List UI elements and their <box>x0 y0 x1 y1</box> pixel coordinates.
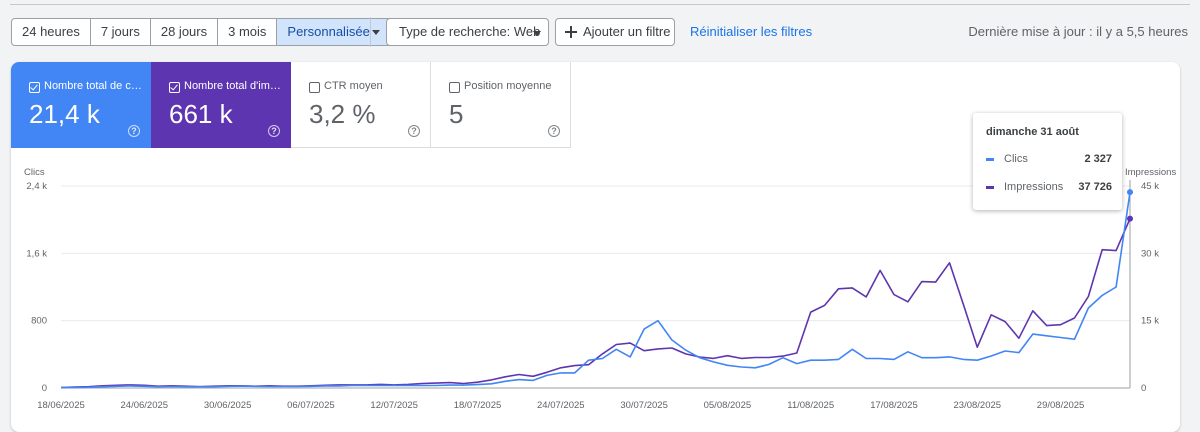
x-tick-label: 17/08/2025 <box>870 400 918 411</box>
range-custom[interactable]: Personnalisée <box>277 19 398 45</box>
tooltip-series-name: Impressions <box>1004 181 1064 193</box>
x-tick-label: 29/08/2025 <box>1037 400 1085 411</box>
toolbar-separator <box>370 17 371 47</box>
series-point-impressions <box>1127 215 1133 222</box>
checkbox-unchecked-icon <box>309 82 320 93</box>
performance-card: Nombre total de clics 21,4 k ? Nombre to… <box>11 62 1180 432</box>
last-update-text: Dernière mise à jour : il y a 5,5 heures <box>968 24 1188 39</box>
help-icon[interactable]: ? <box>128 125 140 137</box>
series-point-clics <box>1127 189 1133 196</box>
x-tick-label: 30/06/2025 <box>204 400 252 411</box>
tooltip-row-impressions: Impressions 37 726 <box>986 181 1112 195</box>
x-tick-label: 18/07/2025 <box>454 400 502 411</box>
x-tick-label: 12/07/2025 <box>370 400 418 411</box>
chart-tooltip: dimanche 31 août Clics 2 327 Impressions… <box>973 113 1122 210</box>
tooltip-series-value: 2 327 <box>1084 153 1112 165</box>
checkbox-unchecked-icon <box>449 82 460 93</box>
legend-swatch <box>986 186 994 189</box>
x-tick-label: 05/08/2025 <box>704 400 752 411</box>
add-filter-button[interactable]: Ajouter un filtre <box>555 18 675 46</box>
tooltip-title: dimanche 31 août <box>986 126 1079 138</box>
x-tick-label: 24/07/2025 <box>537 400 585 411</box>
range-3m[interactable]: 3 mois <box>218 19 278 45</box>
caret-down-icon <box>372 30 381 35</box>
y-left-axis-label: Clics <box>24 167 45 178</box>
series-line-impressions <box>60 218 1131 389</box>
x-tick-label: 24/06/2025 <box>121 400 169 411</box>
checkbox-checked-icon <box>29 82 40 93</box>
search-type-label: Type de recherche: Web <box>399 24 541 39</box>
metric-value: 3,2 % <box>309 99 376 129</box>
tooltip-row-clicks: Clics 2 327 <box>986 153 1112 167</box>
range-custom-label: Personnalisée <box>287 24 370 39</box>
checkbox-checked-icon <box>169 82 180 93</box>
x-tick-label: 30/07/2025 <box>620 400 668 411</box>
y-left-tick-label: 800 <box>31 316 47 327</box>
y-right-tick-label: 45 k <box>1141 181 1159 192</box>
tooltip-series-name: Clics <box>1004 153 1028 165</box>
y-right-tick-label: 15 k <box>1141 316 1159 327</box>
reset-filters-link[interactable]: Réinitialiser les filtres <box>690 24 813 39</box>
range-28d[interactable]: 28 jours <box>151 19 219 45</box>
x-tick-label: 11/08/2025 <box>787 400 834 411</box>
plus-icon <box>565 26 577 38</box>
range-7d[interactable]: 7 jours <box>91 19 151 45</box>
filter-toolbar: 24 heures 7 jours 28 jours 3 mois Person… <box>0 17 1200 47</box>
x-tick-label: 06/07/2025 <box>287 400 335 411</box>
legend-swatch <box>986 158 994 161</box>
metric-tile-impressions[interactable]: Nombre total d'impressions 661 k ? <box>151 62 291 148</box>
metric-value: 661 k <box>169 99 233 129</box>
x-tick-label: 23/08/2025 <box>954 400 1002 411</box>
add-filter-label: Ajouter un filtre <box>583 24 671 39</box>
metric-tiles: Nombre total de clics 21,4 k ? Nombre to… <box>11 62 571 148</box>
series-line-clics <box>61 191 1131 389</box>
metric-tile-clicks[interactable]: Nombre total de clics 21,4 k ? <box>11 62 151 148</box>
search-type-dropdown[interactable]: Type de recherche: Web <box>386 18 549 46</box>
y-left-tick-label: 1,6 k <box>26 248 47 259</box>
x-tick-label: 18/06/2025 <box>37 400 85 411</box>
metric-tile-position[interactable]: Position moyenne 5 ? <box>431 62 571 148</box>
date-range-selector: 24 heures 7 jours 28 jours 3 mois Person… <box>11 18 399 46</box>
metric-value: 21,4 k <box>29 99 100 129</box>
top-divider <box>10 4 1190 5</box>
y-right-tick-label: 0 <box>1141 383 1146 394</box>
y-left-tick-label: 2,4 k <box>26 181 47 192</box>
y-left-tick-label: 0 <box>42 383 47 394</box>
help-icon[interactable]: ? <box>408 125 420 137</box>
help-icon[interactable]: ? <box>548 125 560 137</box>
performance-chart[interactable]: 0 800 1,6 k 2,4 k 0 15 k 30 k 45 k Clics Impressi… <box>11 62 1180 422</box>
tooltip-series-value: 37 726 <box>1078 181 1112 193</box>
help-icon[interactable]: ? <box>268 125 280 137</box>
metric-value: 5 <box>449 99 464 129</box>
y-right-axis-label: Impressions <box>1125 167 1176 178</box>
metric-tile-ctr[interactable]: CTR moyen 3,2 % ? <box>291 62 431 148</box>
caret-down-icon <box>533 31 541 36</box>
y-right-tick-label: 30 k <box>1141 248 1159 259</box>
range-24h[interactable]: 24 heures <box>12 19 91 45</box>
